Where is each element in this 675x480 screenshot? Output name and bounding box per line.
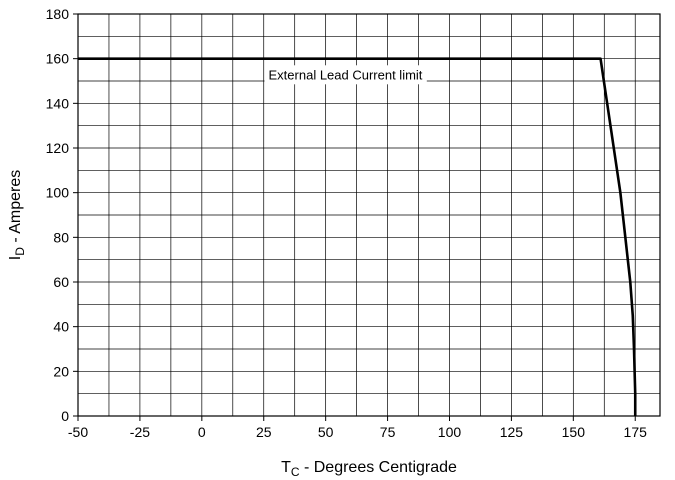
series-group: [78, 57, 637, 416]
y-axis-ticks: 0 20 40 60 80 100 120 140 160 180: [46, 6, 78, 424]
y-tick-label: 140: [46, 95, 70, 111]
x-tick-label: 150: [562, 424, 586, 440]
y-tick-label: 40: [53, 319, 69, 335]
y-axis-title-main: I: [7, 256, 24, 260]
x-axis-ticks: -50 -25 0 25 50 75 100 125 150 175: [68, 416, 647, 440]
x-axis-title: TC - Degrees Centigrade: [281, 459, 457, 479]
x-axis-title-main: T: [281, 459, 291, 476]
y-axis-title: ID - Amperes: [7, 170, 27, 260]
plot-frame: [77, 13, 661, 417]
y-tick-label: 80: [53, 229, 69, 245]
y-tick-label: 20: [53, 363, 69, 379]
x-tick-label: 100: [438, 424, 462, 440]
y-tick-label: 180: [46, 6, 70, 22]
x-tick-label: 25: [256, 424, 272, 440]
annotation-background: [264, 65, 427, 85]
x-axis-title-subscript: C: [291, 465, 300, 479]
x-tick-label: 0: [198, 424, 206, 440]
annotation-label: External Lead Current limit: [269, 67, 423, 82]
x-tick-label: -25: [130, 424, 150, 440]
y-tick-label: 100: [46, 185, 70, 201]
x-tick-label: -50: [68, 424, 88, 440]
y-tick-label: 120: [46, 140, 70, 156]
series-line: [78, 57, 637, 416]
x-tick-label: 175: [624, 424, 648, 440]
y-axis-title-subscript: D: [13, 247, 27, 256]
annotations: External Lead Current limit: [264, 65, 427, 85]
y-tick-label: 0: [61, 408, 69, 424]
y-axis-title-rest: - Amperes: [7, 170, 24, 247]
x-tick-label: 75: [380, 424, 396, 440]
x-axis-title-rest: - Degrees Centigrade: [300, 459, 458, 476]
x-tick-label: 50: [318, 424, 334, 440]
y-tick-label: 60: [53, 274, 69, 290]
x-tick-label: 125: [500, 424, 524, 440]
y-tick-label: 160: [46, 51, 70, 67]
